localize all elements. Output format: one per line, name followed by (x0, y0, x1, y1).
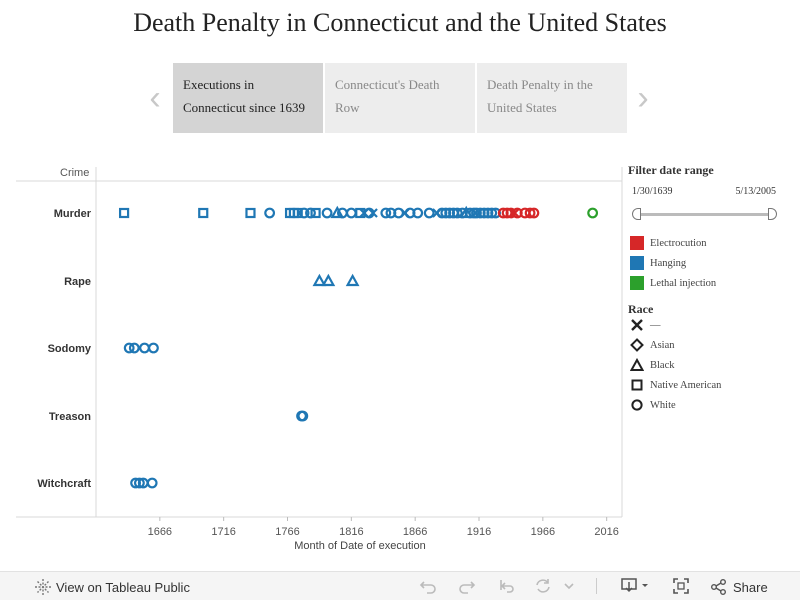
footer-divider (596, 578, 597, 594)
story-point-executions[interactable]: Executions in Connecticut since 1639 (173, 63, 323, 133)
legend-item-hanging[interactable]: Hanging (630, 254, 686, 272)
data-point[interactable] (509, 208, 520, 218)
data-point[interactable] (298, 207, 310, 219)
row-label-murder: Murder (54, 208, 92, 220)
legend-item-electrocution[interactable]: Electrocution (630, 234, 707, 252)
diamond-shape-icon (630, 338, 644, 352)
data-point[interactable] (128, 342, 140, 354)
legend-item-lethal-injection[interactable]: Lethal injection (630, 274, 716, 292)
x-tick-label: 1816 (339, 526, 363, 538)
view-on-tableau-link[interactable]: View on Tableau Public (34, 578, 190, 596)
data-point[interactable] (345, 273, 360, 287)
x-tick-label: 2016 (594, 526, 618, 538)
data-point[interactable] (528, 207, 540, 219)
race-legend-title: Race (628, 302, 654, 316)
x-tick-label: 1766 (275, 526, 299, 538)
story-navigator: ‹ Executions in Connecticut since 1639 C… (145, 63, 665, 133)
data-point[interactable] (393, 207, 404, 219)
data-point[interactable] (146, 477, 158, 489)
data-point[interactable] (321, 207, 333, 219)
legend-item-race-asian[interactable]: Asian (630, 336, 675, 354)
x-axis-title: Month of Date of execution (294, 540, 426, 552)
x-shape-icon (631, 319, 643, 331)
data-point[interactable] (368, 208, 378, 218)
undo-icon[interactable] (418, 577, 438, 595)
x-tick-label: 1966 (531, 526, 555, 538)
square-shape-icon (631, 379, 643, 391)
data-point[interactable] (148, 342, 159, 354)
data-point[interactable] (380, 207, 392, 219)
data-point[interactable] (310, 207, 321, 219)
share-button[interactable]: Share (710, 578, 768, 596)
row-label-treason: Treason (49, 411, 91, 423)
redo-icon[interactable] (457, 577, 477, 595)
row-label-witchcraft: Witchcraft (37, 478, 91, 490)
range-start-label: 1/30/1639 (632, 186, 673, 197)
x-tick-label: 1666 (148, 526, 172, 538)
data-point[interactable] (423, 207, 435, 219)
chevron-down-icon[interactable] (563, 582, 575, 590)
date-range-filter: 1/30/1639 5/13/2005 (630, 186, 780, 226)
filter-title: Filter date range (628, 163, 714, 177)
tableau-logo-icon (35, 579, 51, 595)
data-point[interactable] (486, 207, 498, 219)
color-swatch (630, 276, 644, 290)
fullscreen-icon[interactable] (671, 576, 691, 596)
legend-item-race-native-american[interactable]: Native American (630, 376, 721, 394)
range-slider-start-handle[interactable] (632, 208, 641, 220)
page-title: Death Penalty in Connecticut and the Uni… (133, 8, 667, 37)
story-point-death-row[interactable]: Connecticut's Death Row (325, 63, 475, 133)
data-point[interactable] (330, 205, 345, 219)
data-point[interactable] (118, 207, 130, 219)
refresh-icon[interactable] (533, 577, 553, 595)
x-tick-label: 1866 (403, 526, 427, 538)
data-point[interactable] (524, 207, 536, 219)
data-point[interactable] (464, 207, 476, 219)
tableau-footer: View on Tableau Public Share (0, 571, 800, 600)
data-point[interactable] (345, 207, 357, 219)
row-label-rape: Rape (64, 276, 91, 288)
crime-axis-header: Crime (60, 167, 90, 179)
range-slider-track[interactable] (637, 213, 773, 216)
data-point[interactable] (501, 207, 513, 219)
range-slider-end-handle[interactable] (768, 208, 777, 220)
data-point[interactable] (305, 207, 316, 219)
x-tick-label: 1716 (211, 526, 235, 538)
download-icon[interactable] (620, 576, 652, 596)
data-point[interactable] (312, 273, 327, 287)
data-point[interactable] (412, 207, 424, 219)
legend-item-race-white[interactable]: White (630, 396, 676, 414)
story-prev-arrow-icon[interactable]: ‹ (149, 79, 161, 117)
row-label-sodomy: Sodomy (48, 343, 92, 355)
data-point[interactable] (264, 207, 276, 219)
range-end-label: 5/13/2005 (735, 186, 776, 197)
legend-item-race-unknown[interactable]: — (630, 316, 661, 334)
data-point[interactable] (123, 342, 135, 354)
execution-scatter-chart[interactable]: Murder Rape Sodomy Treason Witchcraft 1666 171… (0, 155, 625, 555)
legend-item-race-black[interactable]: Black (630, 356, 675, 374)
color-swatch (630, 236, 644, 250)
data-point[interactable] (321, 273, 336, 287)
data-point[interactable] (198, 207, 209, 219)
revert-icon[interactable] (497, 577, 517, 595)
share-icon (711, 579, 726, 595)
data-point[interactable] (587, 207, 599, 219)
data-point[interactable] (245, 207, 256, 219)
data-point[interactable] (134, 477, 145, 489)
data-point[interactable] (139, 342, 150, 354)
circle-shape-icon (631, 399, 643, 411)
triangle-shape-icon (630, 358, 644, 371)
data-point[interactable] (297, 410, 309, 422)
story-next-arrow-icon[interactable]: › (637, 79, 649, 117)
x-tick-label: 1916 (467, 526, 491, 538)
data-point[interactable] (292, 207, 303, 219)
data-point[interactable] (451, 207, 463, 219)
color-swatch (630, 256, 644, 270)
story-point-us-death-penalty[interactable]: Death Penalty in the United States (477, 63, 627, 133)
